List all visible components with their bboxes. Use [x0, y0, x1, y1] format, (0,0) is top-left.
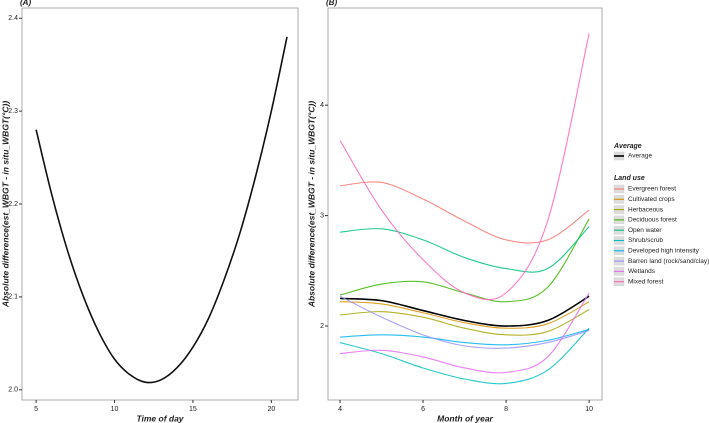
line-series: [35, 36, 288, 384]
legend-label: Cultivated crops: [628, 196, 675, 203]
line-series: [339, 218, 590, 303]
legend-label: Herbaceous: [628, 206, 664, 213]
x-tick-label: 5: [34, 406, 38, 413]
plot-border: [327, 7, 603, 401]
line-series: [340, 301, 590, 329]
x-tick-label: 4: [338, 406, 342, 413]
legend-label: Shrub/scrub: [628, 237, 663, 244]
y-tick-label: 2.1: [8, 294, 18, 301]
line-series: [339, 33, 590, 301]
y-tick-label: 2.0: [8, 387, 18, 394]
legend-label: Deciduous forest: [628, 217, 677, 224]
legend-title: Land use: [614, 175, 645, 182]
legend-label: Barren land (rock/sand/clay): [628, 258, 709, 265]
x-axis-label: Time of day: [136, 413, 184, 423]
y-axis-label: Absolute difference(est_WBGT - in situ_W…: [306, 101, 316, 308]
legend-label: Evergreen forest: [628, 186, 676, 193]
legend-label: Developed high intensity: [628, 248, 700, 255]
line-series: [339, 292, 590, 374]
x-tick-label: 8: [504, 406, 508, 413]
y-tick-label: 3: [320, 212, 324, 219]
panel-title: (B): [326, 0, 337, 7]
line-series: [339, 226, 590, 273]
legend-label: Mixed forest: [628, 278, 664, 285]
legend-title: Average: [613, 143, 642, 150]
line-series: [339, 327, 590, 385]
legend-label: Wetlands: [628, 268, 656, 275]
legend-label: Open water: [628, 227, 662, 234]
x-tick-label: 15: [189, 406, 197, 413]
y-tick-label: 2.2: [8, 201, 18, 208]
y-tick-label: 4: [320, 102, 324, 109]
line-series: [340, 328, 590, 346]
line-series: [339, 295, 590, 349]
y-tick-label: 2.4: [8, 15, 18, 22]
y-tick-label: 2.3: [8, 108, 18, 115]
y-tick-label: 2: [320, 323, 324, 330]
x-tick-label: 20: [267, 406, 275, 413]
y-axis-label: Absolute difference(est_WBGT - in situ_W…: [0, 101, 10, 308]
line-series: [339, 181, 590, 244]
legend-label: Average: [628, 153, 652, 160]
x-tick-label: 10: [585, 406, 593, 413]
line-series: [339, 295, 590, 327]
x-axis-label: Month of year: [437, 413, 493, 423]
plot-border: [21, 7, 299, 401]
panel-title: (A): [20, 0, 31, 7]
x-tick-label: 10: [111, 406, 119, 413]
x-tick-label: 6: [421, 406, 425, 413]
line-series: [339, 308, 590, 336]
